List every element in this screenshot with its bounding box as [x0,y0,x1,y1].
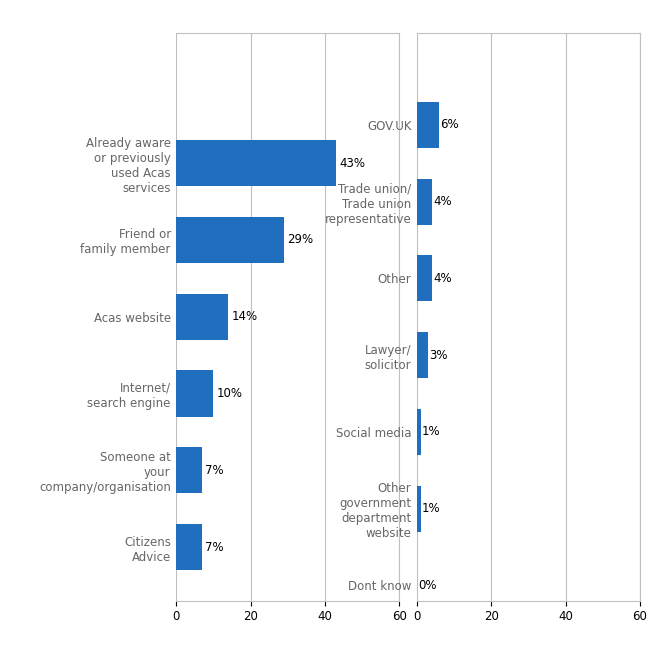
Bar [176,447,202,493]
Bar [176,140,336,186]
Text: 6%: 6% [440,118,459,131]
Bar [176,294,229,340]
Text: 1%: 1% [422,425,441,438]
Text: 7%: 7% [205,464,224,477]
Bar [417,255,432,301]
Text: 7%: 7% [205,541,224,554]
Text: 10%: 10% [216,387,242,400]
Text: 43%: 43% [339,157,365,170]
Text: 1%: 1% [422,502,441,515]
Text: 4%: 4% [433,195,452,208]
Text: 3%: 3% [429,349,448,362]
Bar [176,370,214,417]
Text: 14%: 14% [231,310,257,323]
Bar [176,217,284,263]
Text: 0%: 0% [418,579,436,592]
Bar [417,178,432,225]
Bar [417,332,428,378]
Bar [417,409,421,455]
Bar [176,524,202,570]
Bar [417,102,439,148]
Text: 29%: 29% [287,233,313,246]
Text: 4%: 4% [433,272,452,285]
Bar [417,486,421,532]
